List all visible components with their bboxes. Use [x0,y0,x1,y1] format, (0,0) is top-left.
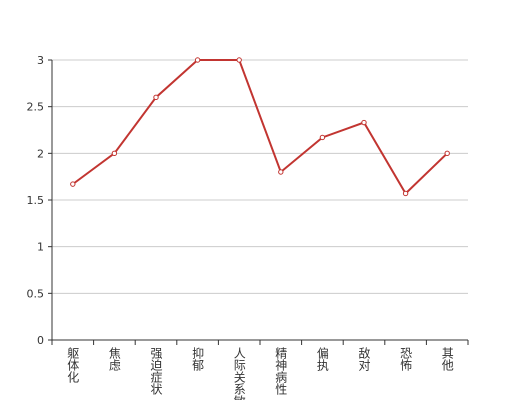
point [70,181,76,187]
x-tick-label: 抑郁 [191,346,205,372]
point [278,169,284,175]
x-tick-label: 精神病性 [274,347,288,396]
x-tick-label: 敌对 [357,346,371,371]
x-tick-label: 其他 [440,347,454,371]
line [72,59,448,196]
y-tick-label: 2.5 [27,101,45,114]
x-tick-label: 偏执 [315,346,329,372]
x-tick-label: 恐怖 [399,347,413,371]
y-tick-label: 1.5 [27,194,45,207]
y-tick-label: 1 [37,241,44,254]
y-tick-label: 0.5 [27,287,45,300]
point [111,150,118,157]
point [444,150,450,157]
point [319,134,326,141]
x-tick-label: 强迫症状 [149,347,163,395]
y-tick-label: 2 [37,147,44,160]
x-tick-label: 躯体化 [66,346,80,384]
y-tick-label: 0 [37,334,44,347]
point [402,190,409,197]
point [236,57,242,63]
x-tick-label: 焦虑 [107,347,121,371]
x-tick-label: 人际关系敏感 [232,347,246,400]
point [361,119,367,126]
point [153,94,159,101]
point [194,57,201,63]
y-tick-label: 3 [37,54,44,67]
